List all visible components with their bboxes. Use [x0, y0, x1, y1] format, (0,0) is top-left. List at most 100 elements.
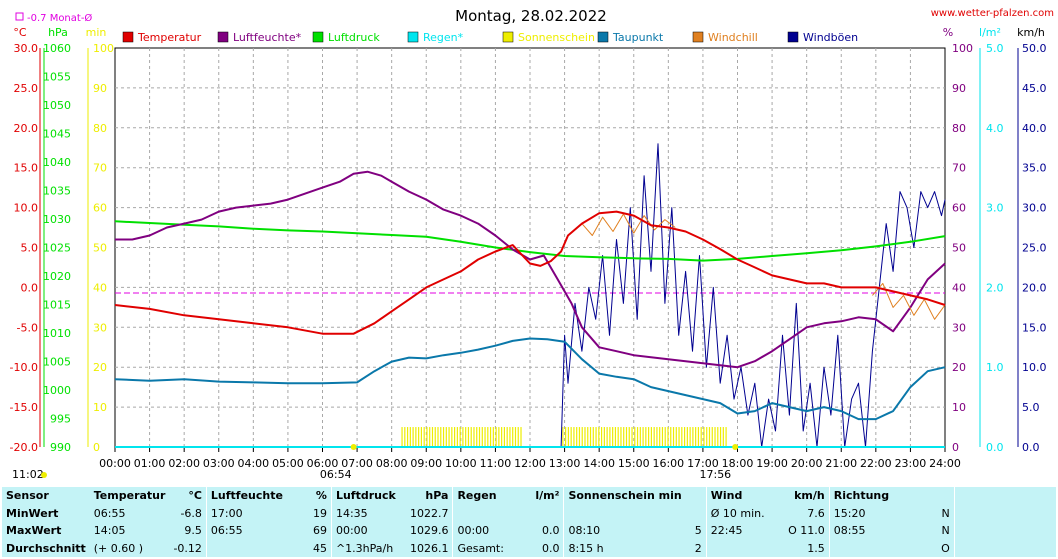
stats-header-temp-unit: °C	[188, 489, 202, 503]
y-tick-label-humidity: 30	[952, 321, 966, 334]
x-tick-label: 11:00	[480, 457, 512, 470]
stats-cell	[452, 504, 516, 522]
y-tick-label-pressure: 1040	[43, 156, 71, 169]
y-tick-label-pressure: 990	[50, 441, 71, 454]
legend-label: Windböen	[803, 31, 858, 44]
stats-cell	[828, 539, 922, 557]
y-tick-label-pressure: 1015	[43, 299, 71, 312]
corner-time: 11:02	[12, 468, 44, 481]
legend-label: Luftdruck	[328, 31, 380, 44]
stats-header-press-unit: hPa	[425, 489, 449, 503]
unit-label-percent: %	[943, 26, 953, 39]
stats-row-avg: Durchschnitt (+ 0.60 ) -0.12 45 ^1.3hPa/…	[2, 539, 1056, 557]
y-tick-label-rain: 3.0	[986, 202, 1004, 215]
series-line-gusts	[560, 143, 946, 448]
y-tick-label-rain: 4.0	[986, 122, 1004, 135]
unit-label-hpa: hPa	[48, 26, 68, 39]
stats-header-dir: Richtung	[828, 487, 922, 505]
stats-row-min: MinWert 06:55 -6.8 17:00 19 14:35 1022.7…	[2, 504, 1056, 523]
y-tick-label-humidity: 20	[952, 361, 966, 374]
stats-cell	[515, 505, 564, 523]
y-tick-label-sunshine: 20	[93, 361, 107, 374]
y-tick-label-temperature: 30.0	[14, 42, 39, 55]
y-tick-label-wind: 40.0	[1022, 122, 1047, 135]
sun-icon	[41, 472, 47, 478]
x-tick-label: 12:00	[514, 457, 546, 470]
stats-cell: 22:45	[705, 522, 777, 540]
avg-legend-label: -0.7 Monat-Ø	[27, 12, 92, 24]
stats-cell: 1022.7	[409, 506, 449, 520]
stats-table: Sensor Temperatur °C Luftfeuchte % Luftd…	[2, 487, 1056, 557]
y-tick-label-pressure: 995	[50, 413, 71, 426]
y-tick-label-humidity: 100	[952, 42, 973, 55]
stats-row-label: MaxWert	[6, 524, 62, 538]
y-tick-label-sunshine: 10	[93, 401, 107, 414]
stats-cell: 14:05	[93, 524, 126, 538]
x-tick-label: 21:00	[825, 457, 857, 470]
stats-cell: (+ 0.60 )	[93, 541, 144, 555]
stats-cell: O 11.0	[788, 524, 825, 538]
legend-swatch	[502, 31, 514, 43]
series-line-windchill	[872, 282, 946, 320]
x-tick-label: 06:00	[307, 457, 339, 470]
x-tick-label: 09:00	[410, 457, 442, 470]
y-tick-label-humidity: 80	[952, 122, 966, 135]
stats-header-rain: Regen	[452, 487, 516, 505]
x-tick-label: 10:00	[445, 457, 477, 470]
y-tick-label-temperature: 25.0	[14, 82, 39, 95]
stats-cell: 9.5	[184, 524, 202, 538]
y-tick-label-pressure: 1035	[43, 185, 71, 198]
x-tick-label: 23:00	[895, 457, 927, 470]
legend-swatch	[122, 31, 134, 43]
y-tick-label-humidity: 40	[952, 281, 966, 294]
y-tick-label-wind: 50.0	[1022, 42, 1047, 55]
stats-header-press: Luftdruck	[330, 487, 406, 505]
series-line-pressure	[114, 220, 946, 262]
stats-cell: 0.0	[541, 524, 560, 538]
stats-header-hum: Luftfeuchte	[205, 487, 287, 505]
series-line-humidity	[115, 170, 946, 369]
y-tick-label-rain: 1.0	[986, 361, 1004, 374]
stats-cell: Gesamt:	[452, 539, 516, 557]
legend-label: Taupunkt	[612, 31, 664, 44]
stats-cell: -0.12	[173, 541, 202, 555]
series-line-temperature	[114, 210, 946, 335]
stats-cell	[563, 504, 686, 522]
stats-row-label: Durchschnitt	[6, 541, 86, 555]
y-tick-label-temperature: -20.0	[10, 441, 38, 454]
x-tick-label: 01:00	[134, 457, 166, 470]
y-tick-label-wind: 25.0	[1022, 242, 1047, 255]
x-tick-label: 24:00	[929, 457, 961, 470]
stats-cell	[205, 539, 287, 557]
y-tick-label-sunshine: 70	[93, 162, 107, 175]
stats-header-sun: Sonnenschein min	[563, 487, 686, 505]
y-tick-label-sunshine: 0	[93, 441, 100, 454]
y-tick-label-sunshine: 60	[93, 202, 107, 215]
y-tick-label-temperature: 20.0	[14, 122, 39, 135]
legend-label: Sonnenschein	[518, 31, 595, 44]
y-tick-label-pressure: 1060	[43, 42, 71, 55]
sunset-icon	[732, 444, 739, 450]
stats-header-wind-unit: km/h	[794, 489, 825, 503]
stats-cell	[686, 505, 707, 523]
y-tick-label-humidity: 90	[952, 82, 966, 95]
x-tick-label: 08:00	[376, 457, 408, 470]
y-tick-label-pressure: 1020	[43, 270, 71, 283]
x-tick-label: 17:00	[687, 457, 719, 470]
stats-cell: 00:00	[330, 522, 406, 540]
stats-cell: 19	[312, 506, 327, 520]
y-tick-label-wind: 35.0	[1022, 162, 1047, 175]
y-tick-label-pressure: 1010	[43, 327, 71, 340]
y-tick-label-sunshine: 30	[93, 321, 107, 334]
x-tick-label: 19:00	[756, 457, 788, 470]
y-tick-label-wind: 10.0	[1022, 361, 1047, 374]
stats-row-label: MinWert	[6, 506, 59, 520]
stats-cell: 5	[694, 524, 702, 538]
stats-cell: 8:15 h	[563, 539, 686, 557]
y-tick-label-pressure: 1055	[43, 71, 71, 84]
series-line-dewpoint	[114, 337, 946, 421]
stats-cell: N	[941, 524, 950, 538]
y-tick-label-temperature: 5.0	[21, 242, 39, 255]
legend-swatch	[787, 31, 799, 43]
y-tick-label-temperature: -15.0	[10, 401, 38, 414]
